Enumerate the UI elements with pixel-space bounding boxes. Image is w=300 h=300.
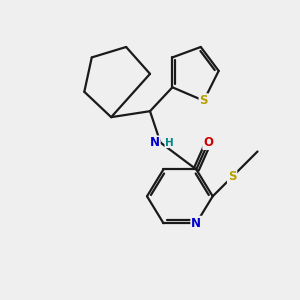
Text: H: H: [165, 137, 174, 148]
Text: N: N: [150, 136, 160, 149]
Text: N: N: [191, 217, 201, 230]
Text: S: S: [228, 170, 236, 183]
Text: O: O: [203, 136, 213, 149]
Text: S: S: [200, 94, 208, 107]
